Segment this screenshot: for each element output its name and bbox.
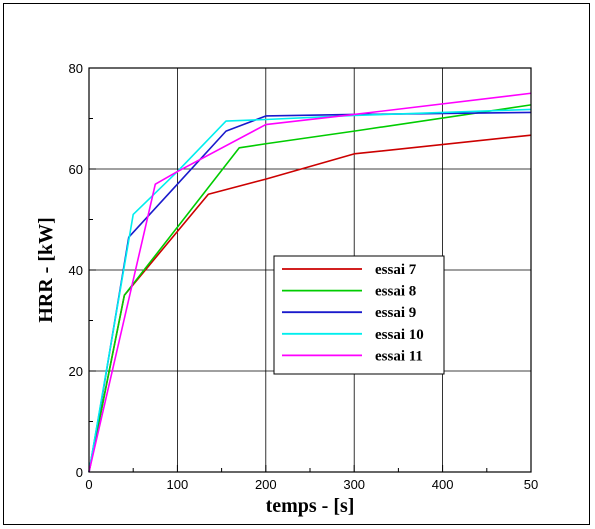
x-tick-label: 400 bbox=[432, 477, 454, 492]
x-axis-title: temps - [s] bbox=[266, 495, 355, 517]
series-lines bbox=[88, 92, 532, 473]
x-tick-label: 50 bbox=[524, 477, 538, 492]
x-tick-label: 300 bbox=[343, 477, 365, 492]
y-tick-label: 60 bbox=[69, 162, 83, 177]
legend-label: essai 11 bbox=[375, 348, 423, 364]
y-axis-title: HRR - [kW] bbox=[35, 217, 57, 323]
legend: essai 7 essai 8 essai 9 essai 10 essai 11 bbox=[273, 255, 445, 375]
y-tick-label: 0 bbox=[76, 465, 83, 480]
series-line-essai-11 bbox=[88, 92, 532, 473]
legend-box bbox=[273, 255, 445, 375]
legend-label: essai 10 bbox=[375, 327, 424, 343]
y-tick-label: 40 bbox=[69, 263, 83, 278]
x-tick-label: 0 bbox=[85, 477, 92, 492]
x-tick-label: 100 bbox=[167, 477, 189, 492]
y-tick-label: 20 bbox=[69, 364, 83, 379]
legend-label: essai 8 bbox=[375, 284, 416, 300]
series-line-essai-8 bbox=[88, 104, 532, 473]
axis-ticks bbox=[88, 67, 532, 473]
series-line-essai-10 bbox=[88, 108, 532, 473]
legend-label: essai 9 bbox=[375, 305, 416, 321]
y-tick-label: 80 bbox=[69, 61, 83, 76]
legend-label: essai 7 bbox=[375, 262, 417, 278]
x-tick-label: 200 bbox=[255, 477, 277, 492]
